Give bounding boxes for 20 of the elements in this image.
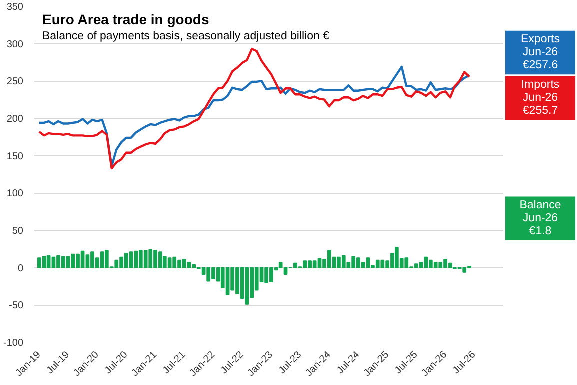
text: Exports [521, 34, 560, 46]
text: Jun-26 €257.6 [522, 46, 558, 72]
line-series [38, 66, 471, 168]
y-tick-label: 150 [6, 151, 24, 162]
y-tick-label: -100 [3, 338, 24, 349]
text: Jun-26 €255.7 [522, 92, 558, 118]
text: Jun-26 €1.8 [522, 212, 558, 238]
y-tick-label: 350 [6, 2, 24, 13]
y-tick-label: 100 [6, 188, 24, 200]
y-tick-label: 250 [6, 76, 24, 88]
text: Imports [521, 78, 560, 91]
chart-title: Euro Area trade in goods [42, 12, 210, 28]
y-tick-label: 300 [6, 39, 24, 50]
text: Balance of payments basis, seasonally adjusted billion € [42, 30, 330, 42]
y-tick-label: -50 [9, 300, 24, 312]
y-tick-label: 200 [6, 114, 24, 125]
y-tick-label: 0 [18, 263, 24, 274]
line-series [38, 48, 471, 170]
text: Balance [520, 199, 562, 212]
y-tick-label: 50 [12, 226, 24, 237]
